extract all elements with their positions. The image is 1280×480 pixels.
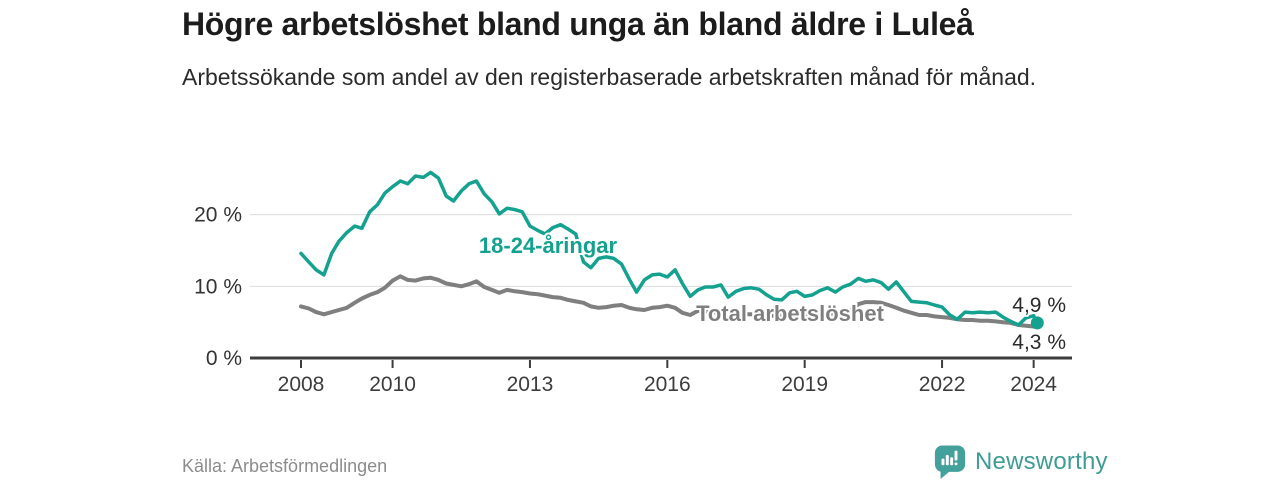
series-label-youth: 18-24-åringar — [479, 233, 618, 258]
x-tick-label: 2019 — [781, 373, 828, 396]
x-tick-label: 2016 — [644, 373, 691, 396]
source-note: Källa: Arbetsförmedlingen — [182, 456, 388, 476]
speech-bubble-shape — [934, 445, 966, 479]
newsworthy-wordmark: Newsworthy — [975, 447, 1108, 475]
x-tick-label: 2022 — [919, 373, 966, 396]
newsworthy-logo: Newsworthy — [933, 443, 1108, 480]
x-tick-label: 2008 — [278, 373, 325, 396]
end-value-label-youth: 4,9 % — [1012, 294, 1066, 317]
bar-chart-glyph — [941, 450, 958, 466]
page-title: Högre arbetslöshet bland unga än bland ä… — [182, 6, 974, 42]
x-tick-label: 2024 — [1010, 373, 1057, 396]
series-lines — [299, 170, 1044, 330]
end-value-label-total: 4,3 % — [1012, 331, 1066, 354]
series-end-dot — [1030, 316, 1044, 330]
series-label-total: Total arbetslöshet — [696, 301, 885, 326]
newsworthy-bubble-chart-icon — [934, 445, 966, 479]
axis-tick-labels: 0 % 10 % 20 % 2008 2010 2013 2016 2019 2022 2024 — [194, 204, 1057, 396]
x-tick-label: 2013 — [507, 373, 554, 396]
y-tick-label: 0 % — [206, 347, 242, 370]
series-line-total — [299, 274, 1040, 330]
series-line-youth — [299, 170, 1040, 327]
y-tick-label: 10 % — [194, 275, 242, 298]
x-axis — [250, 356, 1072, 368]
y-tick-label: 20 % — [194, 204, 242, 227]
x-tick-label: 2010 — [369, 373, 416, 396]
chart-subtitle: Arbetssökande som andel av den registerb… — [182, 64, 1037, 90]
